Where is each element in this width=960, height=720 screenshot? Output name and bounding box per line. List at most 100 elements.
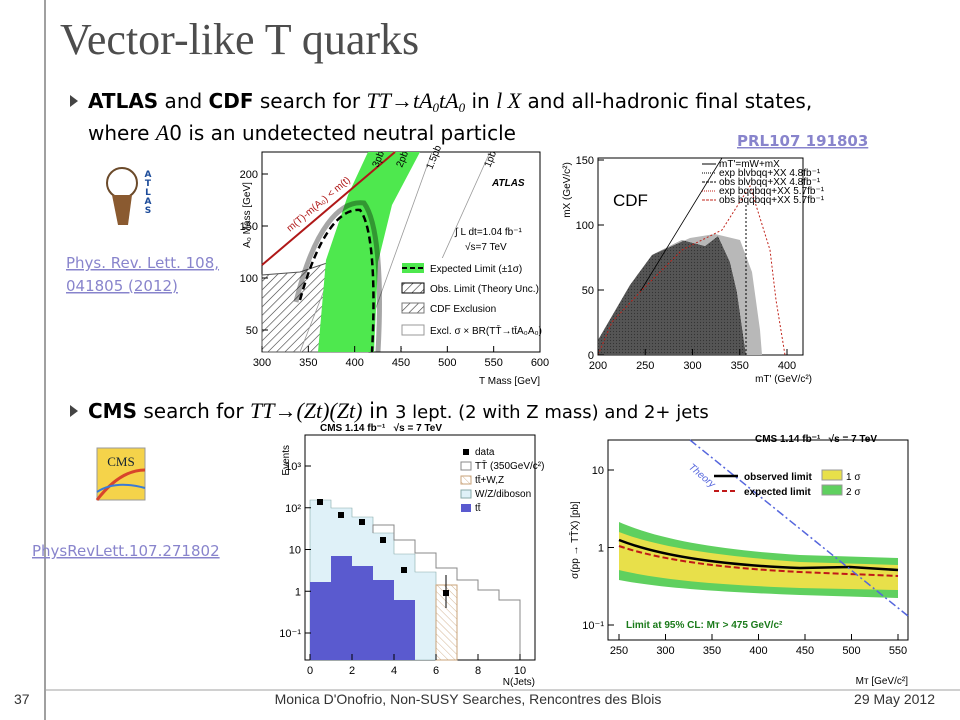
expected-limit: [618, 545, 899, 577]
plot-header: CMS 1.14 fb⁻¹ √s = 7 TeV: [755, 434, 877, 445]
ttv-hist: [435, 584, 458, 661]
y-tick-label: 10⁻¹: [582, 620, 604, 632]
bullet-text: ATLAS and CDF search for TT→tA0tA0 in l …: [88, 88, 812, 115]
x-tick-label: 350: [703, 645, 721, 657]
x-tick-label: 0: [307, 665, 313, 677]
title: Vector-like T quarks: [60, 15, 419, 64]
x-tick-label: 300: [253, 357, 271, 369]
legend: mT'=mW+mX exp blvbqq+XX 4.8fb⁻¹ obs blvb…: [702, 159, 825, 206]
expected-curve: [298, 208, 375, 353]
y-tick-label: 10⁻¹: [279, 628, 301, 640]
legend-label: observed limit: [744, 472, 812, 483]
logo-text: CMS: [107, 454, 134, 469]
theory-line: [689, 439, 909, 617]
experiment: CDF: [613, 191, 648, 210]
bullet-text: where A0 is an undetected neutral partic…: [88, 120, 516, 145]
x-tick-label: 500: [842, 645, 860, 657]
legend-label: exp blvbqq+XX 4.8fb⁻¹: [719, 168, 821, 179]
x-tick-label: 4: [391, 665, 397, 677]
x-axis-label: T Mass [GeV]: [479, 376, 540, 387]
y-axis-label: σ(pp → TT̄X) [pb]: [568, 501, 581, 579]
x-tick-label: 400: [749, 645, 767, 657]
kinematic-line: [639, 157, 723, 293]
x-tick-label: 600: [531, 357, 549, 369]
legend-label: TT̄ (350GeV/c²): [475, 459, 544, 472]
legend-label: W/Z/diboson: [475, 489, 531, 500]
legend: data TT̄ (350GeV/c²) tt̄+W,Z W/Z/diboson…: [460, 447, 544, 514]
experiment: ATLAS: [491, 178, 525, 189]
legend-label: tt̄: [475, 502, 481, 514]
plot-header: CMS 1.14 fb⁻¹ √s = 7 TeV: [320, 423, 442, 434]
reference-link[interactable]: Phys. Rev. Lett. 108,: [66, 254, 219, 272]
reference-link[interactable]: 041805 (2012): [66, 277, 178, 295]
legend-label: 1 σ: [846, 472, 861, 483]
y-axis-label: A₀ Mass [GeV]: [242, 182, 253, 248]
legend-label: Excl. σ × BR(TT̄→tt̄A₀A₀): [430, 324, 542, 337]
y-tick-label: 100: [576, 220, 594, 232]
cms-logo: CMS: [95, 447, 146, 501]
legend-label: tt̄+W,Z: [475, 474, 504, 486]
obs-region: [652, 234, 762, 355]
tt-hist: [310, 556, 415, 660]
kinematic-line: [261, 151, 396, 266]
legend-label: Obs. Limit (Theory Unc.): [430, 284, 539, 295]
x-tick-label: 250: [636, 360, 654, 372]
x-tick-label: 400: [345, 357, 363, 369]
x-tick-label: 8: [475, 665, 481, 677]
x-tick-label: 250: [610, 645, 628, 657]
footer-author: Monica D'Onofrio, Non-SUSY Searches, Ren…: [275, 691, 662, 707]
page-number: 37: [14, 691, 30, 707]
x-tick-label: 2: [349, 665, 355, 677]
y-tick-label: 150: [576, 155, 594, 167]
signal-hist: [372, 524, 521, 660]
y-tick-label: 0: [588, 350, 594, 362]
x-tick-label: 350: [299, 357, 317, 369]
y-tick-label: 10³: [285, 461, 301, 473]
x-tick-label: 450: [392, 357, 410, 369]
reference-link[interactable]: PRL107 191803: [737, 132, 868, 150]
x-tick-label: 350: [731, 360, 749, 372]
band-1sigma: [619, 532, 898, 590]
x-tick-label: 300: [656, 645, 674, 657]
cms-jets-plot: CMS 1.14 fb⁻¹ √s = 7 TeV data TT̄ (350Ge…: [279, 423, 544, 688]
y-tick-label: 1: [295, 586, 301, 598]
y-tick-label: 50: [582, 285, 594, 297]
y-axis-label: Events: [281, 445, 292, 476]
footer-date: 29 May 2012: [854, 691, 935, 707]
legend: Expected Limit (±1σ) Obs. Limit (Theory …: [398, 258, 542, 348]
y-axis-label: mX (GeV/c²): [562, 162, 573, 218]
y-tick-label: 100: [240, 273, 258, 285]
legend-label: obs blvbqq+XX 4.8fb⁻¹: [719, 177, 821, 188]
x-axis-label: mT' (GeV/c²): [755, 374, 812, 385]
legend-label: Expected Limit (±1σ): [430, 264, 522, 275]
atlas-logo: ATLAS: [106, 167, 153, 225]
energy: √s=7 TeV: [465, 241, 507, 253]
x-tick-label: 300: [683, 360, 701, 372]
x-tick-label: 200: [589, 360, 607, 372]
x-tick-label: 550: [889, 645, 907, 657]
data-points: [317, 499, 449, 608]
x-tick-label: 10: [514, 665, 526, 677]
legend-label: expected limit: [744, 487, 811, 498]
x-tick-label: 500: [438, 357, 456, 369]
x-tick-label: 550: [484, 357, 502, 369]
reference-link[interactable]: PhysRevLett.107.271802: [32, 542, 220, 560]
x-axis-label: N(Jets): [503, 677, 535, 688]
y-tick-label: 1: [598, 543, 604, 555]
legend-label: CDF Exclusion: [430, 304, 496, 315]
y-tick-label: 10: [592, 465, 604, 477]
x-tick-label: 6: [433, 665, 439, 677]
y-tick-label: 10: [289, 545, 301, 557]
cdf-plot: CDF mT'=mW+mX exp blvbqq+XX 4.8fb⁻¹ obs …: [562, 155, 825, 385]
observed-band: [293, 200, 382, 353]
bullet-marker: [70, 405, 78, 417]
observed-limit: [618, 538, 899, 572]
bullet-text: CMS search for TT→(Zt)(Zt) in 3 lept. (2…: [88, 398, 709, 423]
legend-label: 2 σ: [846, 487, 861, 498]
logo-text: ATLAS: [143, 170, 153, 215]
exp-region: [598, 236, 746, 355]
y-tick-label: 200: [240, 169, 258, 181]
bullet-marker: [70, 95, 78, 107]
